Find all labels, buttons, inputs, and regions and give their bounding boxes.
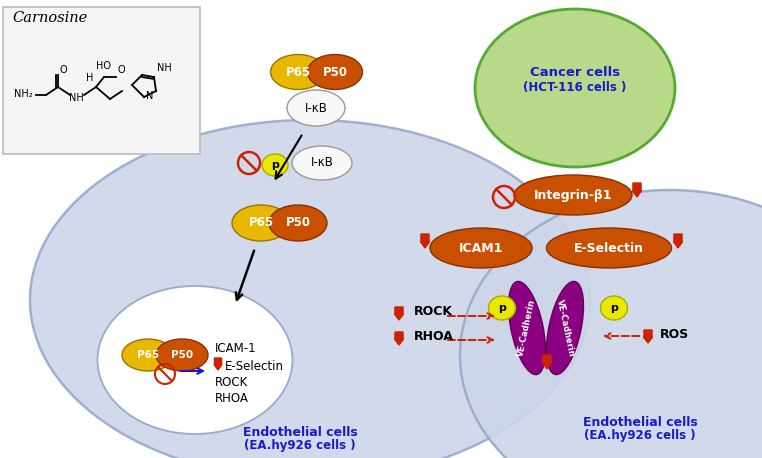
Ellipse shape <box>122 339 174 371</box>
Polygon shape <box>674 234 683 248</box>
Text: P65: P65 <box>248 217 274 229</box>
Ellipse shape <box>271 55 325 89</box>
Text: E-Selectin: E-Selectin <box>574 241 644 255</box>
Text: NH: NH <box>69 93 84 103</box>
Text: ROCK: ROCK <box>414 305 453 318</box>
Text: p: p <box>610 303 618 313</box>
Polygon shape <box>395 307 404 320</box>
Ellipse shape <box>98 286 293 434</box>
FancyBboxPatch shape <box>3 7 200 154</box>
Text: (EA.hy926 cells ): (EA.hy926 cells ) <box>584 430 696 442</box>
Text: P65: P65 <box>137 350 159 360</box>
Polygon shape <box>643 330 652 343</box>
Text: ROCK: ROCK <box>215 376 248 389</box>
Text: Endothelial cells: Endothelial cells <box>583 415 697 429</box>
Text: O: O <box>117 65 125 75</box>
Text: NH₂: NH₂ <box>14 89 33 99</box>
Polygon shape <box>421 234 430 248</box>
Ellipse shape <box>546 228 671 268</box>
Text: I-κB: I-κB <box>305 102 328 114</box>
Text: E-Selectin: E-Selectin <box>225 360 284 372</box>
Polygon shape <box>214 358 222 370</box>
Polygon shape <box>543 355 552 369</box>
Text: p: p <box>498 303 506 313</box>
Ellipse shape <box>600 296 627 320</box>
Text: p: p <box>271 160 279 170</box>
Text: P50: P50 <box>322 65 347 78</box>
Ellipse shape <box>430 228 532 268</box>
Ellipse shape <box>460 190 762 458</box>
Text: RHOA: RHOA <box>215 392 249 404</box>
Polygon shape <box>395 332 404 345</box>
Text: ICAM1: ICAM1 <box>459 241 503 255</box>
Polygon shape <box>632 183 642 197</box>
Ellipse shape <box>269 205 327 241</box>
Ellipse shape <box>488 296 516 320</box>
Ellipse shape <box>156 339 208 371</box>
Ellipse shape <box>508 281 546 375</box>
Text: HO: HO <box>96 61 111 71</box>
Text: Cancer cells: Cancer cells <box>530 65 620 78</box>
Text: P65: P65 <box>286 65 311 78</box>
Text: P50: P50 <box>171 350 193 360</box>
Ellipse shape <box>308 55 363 89</box>
Ellipse shape <box>546 281 584 375</box>
Text: P50: P50 <box>286 217 310 229</box>
Ellipse shape <box>30 120 590 458</box>
Text: RHOA: RHOA <box>414 330 454 343</box>
Ellipse shape <box>262 154 288 176</box>
Text: Carnosine: Carnosine <box>12 11 88 25</box>
Text: ICAM-1: ICAM-1 <box>215 343 257 355</box>
Ellipse shape <box>475 9 675 167</box>
Text: H: H <box>86 73 94 83</box>
Text: O: O <box>60 65 68 75</box>
Text: VE-Cadherin: VE-Cadherin <box>555 299 575 358</box>
Text: NH: NH <box>157 63 171 73</box>
Text: (EA.hy926 cells ): (EA.hy926 cells ) <box>244 440 356 453</box>
Ellipse shape <box>292 146 352 180</box>
Text: Integrin-β1: Integrin-β1 <box>533 189 612 202</box>
Text: (HCT-116 cells ): (HCT-116 cells ) <box>523 82 626 94</box>
Text: I-κB: I-κB <box>311 157 334 169</box>
Text: N: N <box>146 91 153 101</box>
Ellipse shape <box>287 90 345 126</box>
Text: ROS: ROS <box>660 328 690 341</box>
Ellipse shape <box>514 175 632 215</box>
Ellipse shape <box>232 205 290 241</box>
Text: VE-Cadherin: VE-Cadherin <box>517 299 537 358</box>
Text: Endothelial cells: Endothelial cells <box>242 425 357 438</box>
